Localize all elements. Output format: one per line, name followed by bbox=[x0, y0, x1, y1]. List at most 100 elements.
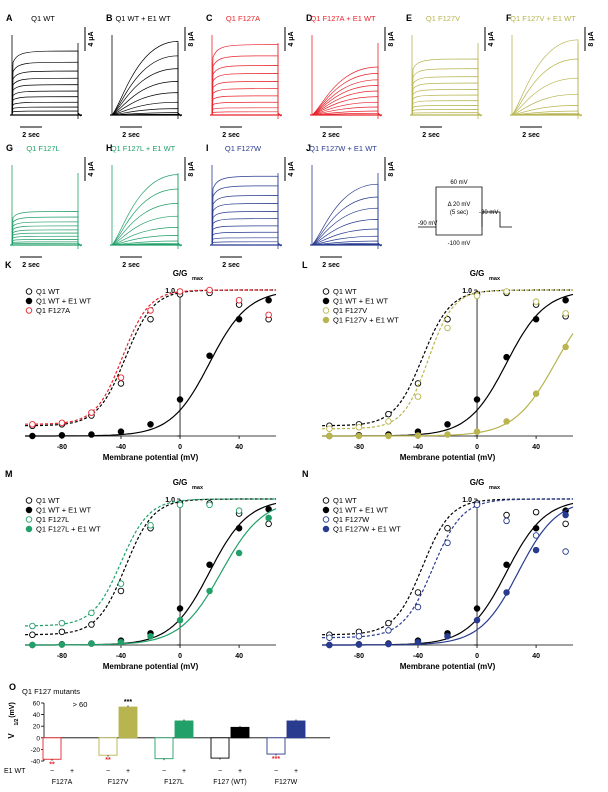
x-axis-label: Membrane potential (mV) bbox=[400, 453, 496, 462]
data-point bbox=[326, 425, 333, 432]
current-traces-layer: A Q1 WT 4 μA 2 sec B Q1 WT + E1 WT 8 μA 2 sec C Q… bbox=[6, 13, 595, 269]
legend-label: Q1 F127V + E1 WT bbox=[333, 316, 399, 325]
y-tick-label: 1.0 bbox=[462, 497, 472, 504]
y-axis-label: G/G bbox=[173, 269, 188, 278]
protocol-holding-label: -90 mV bbox=[418, 221, 437, 227]
conductance-voltage-plots: K 1.0 -80 -40 0 40 G/G max Membrane potential (m… bbox=[5, 260, 574, 671]
legend-label: Q1 F127A bbox=[36, 306, 70, 315]
x-tick-label: 0 bbox=[475, 444, 479, 451]
data-point bbox=[355, 432, 363, 440]
boltzmann-fit bbox=[321, 498, 573, 636]
x-tick-label: 0 bbox=[178, 653, 182, 660]
current-trace bbox=[111, 227, 182, 247]
legend-marker bbox=[322, 497, 330, 504]
e1-sign-label: − bbox=[274, 768, 278, 775]
panel-letter: H bbox=[106, 143, 113, 153]
legend-label: Q1 F127L bbox=[36, 515, 69, 524]
data-point bbox=[117, 587, 125, 595]
panel-title: Q1 WT bbox=[31, 14, 55, 23]
legend-marker bbox=[25, 525, 33, 533]
v-half-bar bbox=[118, 706, 138, 739]
e1-sign-label: − bbox=[218, 768, 222, 775]
protocol-top-label: 60 mV bbox=[450, 180, 467, 186]
data-point bbox=[444, 315, 451, 323]
legend-marker bbox=[25, 297, 33, 305]
panel-title: Q1 F127V + E1 WT bbox=[510, 14, 576, 23]
current-scale-label: 4 μA bbox=[488, 31, 495, 46]
y-tick-label: -40 bbox=[31, 759, 41, 766]
data-point bbox=[503, 561, 510, 568]
data-point bbox=[414, 432, 422, 439]
current-trace bbox=[311, 101, 382, 117]
data-point bbox=[265, 311, 272, 319]
panel-letter: D bbox=[306, 13, 313, 23]
time-scale-label: 2 sec bbox=[422, 132, 440, 139]
current-trace bbox=[211, 203, 282, 247]
current-trace bbox=[111, 92, 182, 117]
data-point bbox=[532, 390, 540, 397]
data-point bbox=[385, 418, 392, 425]
current-trace bbox=[211, 44, 282, 117]
current-trace bbox=[211, 88, 282, 117]
bar-group-f127v: − ** + *** F127V bbox=[98, 699, 138, 786]
trace-panel-i: I Q1 F127W 4 μA 2 sec bbox=[206, 143, 295, 269]
panel-title: Q1 WT + E1 WT bbox=[115, 14, 170, 23]
data-point bbox=[385, 619, 392, 627]
panel-letter: F bbox=[506, 13, 512, 23]
data-point bbox=[29, 421, 36, 428]
data-point bbox=[117, 374, 125, 381]
protocol-tail-label: -30 mV bbox=[479, 210, 498, 216]
legend-marker bbox=[25, 497, 33, 504]
panel-letter: J bbox=[306, 143, 311, 153]
group-label: F127L bbox=[164, 779, 184, 786]
data-point bbox=[532, 546, 540, 554]
data-point bbox=[414, 638, 422, 646]
gv-panel-k: K 1.0 -80 -40 0 40 G/G max Membrane potential (m… bbox=[5, 260, 277, 462]
current-trace bbox=[11, 221, 82, 247]
legend-label: Q1 F127W bbox=[333, 515, 370, 524]
legend-marker bbox=[25, 307, 33, 314]
current-trace bbox=[11, 216, 82, 247]
significance-marker: ** bbox=[105, 757, 111, 764]
protocol-bottom-label: -100 mV bbox=[448, 241, 471, 247]
current-trace bbox=[211, 241, 282, 247]
current-trace bbox=[211, 185, 282, 247]
data-point bbox=[88, 609, 95, 617]
data-point bbox=[562, 310, 569, 317]
significance-marker: ** bbox=[49, 761, 55, 768]
time-scale-label: 2 sec bbox=[222, 262, 240, 269]
data-point bbox=[88, 621, 95, 628]
gv-panel-m: M 1.0 -80 -40 0 40 G/G max Membrane potential (m… bbox=[5, 469, 277, 671]
current-trace bbox=[111, 188, 182, 247]
y-axis-label-subscript: max bbox=[489, 485, 501, 491]
data-point bbox=[117, 580, 125, 587]
data-point bbox=[88, 640, 95, 647]
current-trace bbox=[311, 96, 382, 117]
current-trace bbox=[511, 58, 582, 117]
current-trace bbox=[111, 81, 182, 117]
x-tick-label: -40 bbox=[413, 653, 423, 660]
legend-marker bbox=[25, 516, 33, 523]
current-trace bbox=[211, 55, 282, 117]
boltzmann-fit bbox=[322, 506, 574, 646]
boltzmann-fit bbox=[322, 498, 573, 639]
data-point bbox=[235, 524, 243, 532]
x-tick-label: 0 bbox=[475, 653, 479, 660]
y-axis-label-subscript: max bbox=[489, 276, 501, 282]
panel-letter: B bbox=[106, 13, 113, 23]
current-trace bbox=[111, 101, 182, 117]
data-point bbox=[503, 353, 510, 361]
data-point bbox=[265, 296, 272, 304]
y-tick-label: 1.0 bbox=[165, 288, 175, 295]
time-scale-label: 2 sec bbox=[22, 132, 40, 139]
current-trace bbox=[11, 239, 82, 247]
v-half-bar bbox=[42, 737, 62, 760]
trace-panel-e: E Q1 F127V 4 μA 2 sec bbox=[406, 13, 495, 139]
data-point bbox=[444, 421, 451, 428]
group-label: F127A bbox=[52, 779, 73, 786]
data-point bbox=[473, 616, 481, 624]
legend-label: Q1 WT + E1 WT bbox=[333, 297, 388, 306]
panel-title: Q1 F127W + E1 WT bbox=[309, 144, 377, 153]
bar-group-f127a: −** + > 60 F127A bbox=[42, 700, 87, 786]
